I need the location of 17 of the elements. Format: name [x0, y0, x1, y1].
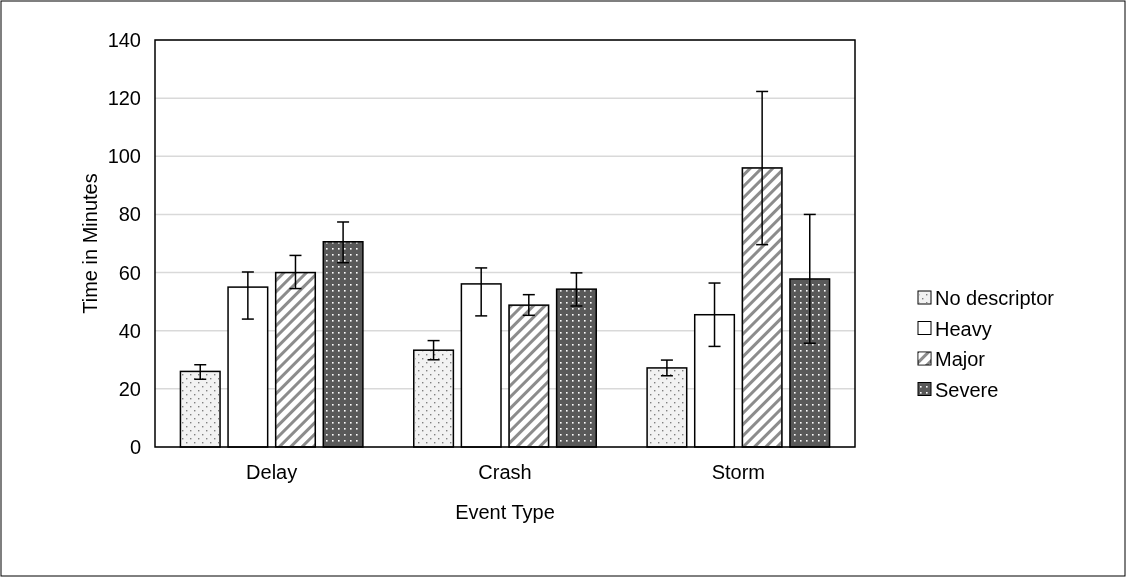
legend-label: Major [935, 348, 986, 370]
y-tick-label: 0 [129, 436, 141, 458]
y-tick-label: 140 [107, 29, 141, 51]
y-tick-label: 40 [118, 319, 141, 342]
x-tick-label: Delay [246, 461, 298, 483]
y-tick-label: 100 [107, 145, 141, 168]
y-tick-label: 80 [118, 203, 141, 226]
y-tick-label: 120 [107, 87, 141, 110]
x-axis-title: Event Type [455, 501, 555, 523]
legend-label: Heavy [935, 317, 992, 340]
legend-label: No descriptor [935, 287, 1055, 309]
legend-label: Severe [935, 378, 999, 401]
y-tick-label: 60 [118, 261, 141, 284]
x-tick-label: Storm [711, 461, 766, 483]
y-axis-title: Time in Minutes [79, 173, 101, 314]
x-tick-label: Crash [478, 461, 532, 483]
y-tick-label: 20 [118, 377, 141, 400]
